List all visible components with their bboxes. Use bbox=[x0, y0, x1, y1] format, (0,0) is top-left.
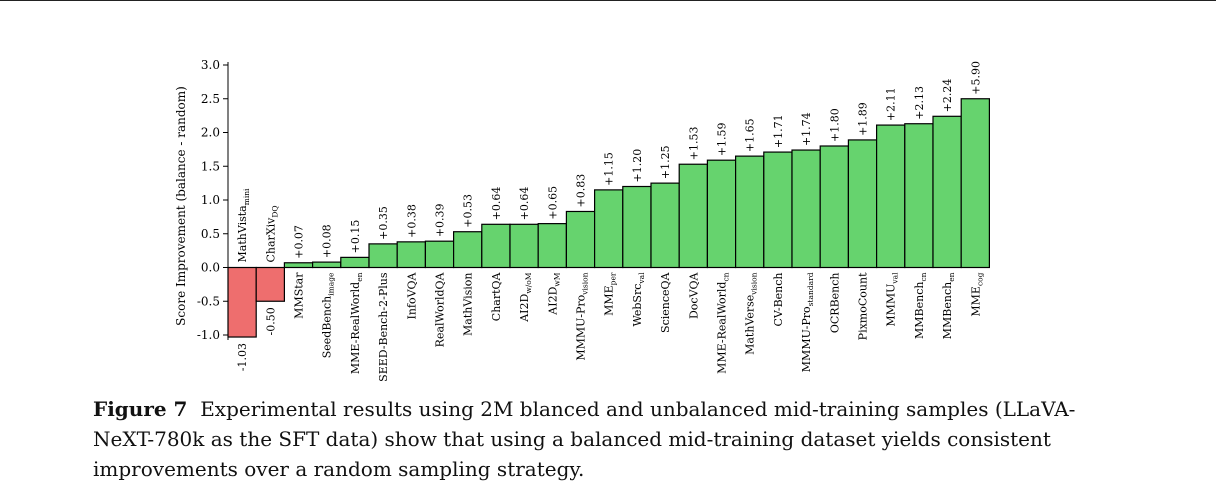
bar bbox=[932, 115, 962, 269]
y-tick-label: 2.5 bbox=[201, 92, 220, 106]
bar-value-label: +1.15 bbox=[603, 152, 616, 186]
bar-value-label: +2.24 bbox=[941, 79, 954, 113]
figure-caption: Figure 7 Experimental results using 2M b… bbox=[93, 394, 1133, 484]
bar bbox=[481, 223, 511, 269]
bar bbox=[255, 266, 286, 302]
bar-category-label: MathVersevision bbox=[744, 272, 759, 355]
bar-category-label: MMMU-Provision bbox=[575, 272, 590, 360]
bar-value-label: +1.80 bbox=[828, 108, 841, 142]
bar-category-label: MME-RealWorldcn bbox=[716, 272, 731, 374]
bar bbox=[283, 262, 314, 269]
bar bbox=[847, 139, 878, 269]
bar-value-label: -0.50 bbox=[264, 307, 277, 335]
bar-value-label: +0.08 bbox=[321, 224, 334, 258]
bar-category-label: CV-Bench bbox=[772, 273, 785, 327]
figure-caption-text: Experimental results using 2M blanced an… bbox=[93, 397, 1076, 481]
y-tick-label: -1.0 bbox=[197, 328, 220, 342]
bar bbox=[622, 185, 652, 269]
bar-value-label: +0.07 bbox=[293, 225, 306, 259]
bar bbox=[509, 223, 539, 269]
bar bbox=[960, 98, 991, 269]
y-tick-label: 1.5 bbox=[201, 159, 220, 173]
bar-category-label: AI2Dw/oM bbox=[518, 272, 533, 323]
bar-value-label: -1.03 bbox=[236, 343, 249, 371]
bar-value-label: +1.65 bbox=[744, 118, 757, 152]
y-tick-label: -0.5 bbox=[197, 294, 220, 308]
bar-value-label: +0.38 bbox=[405, 204, 418, 238]
y-tick-label: 0.5 bbox=[201, 227, 220, 241]
bar bbox=[312, 261, 342, 269]
bar bbox=[763, 151, 793, 269]
bar-value-label: +0.83 bbox=[575, 174, 588, 208]
bar-value-label: +2.11 bbox=[885, 87, 898, 121]
bar-category-label: MMEcog bbox=[969, 272, 984, 316]
bar-category-label: ScienceQA bbox=[659, 271, 672, 332]
y-axis-label: Score Improvement (balance - random) bbox=[174, 86, 188, 326]
bar-value-label: +1.74 bbox=[800, 112, 813, 146]
bar-category-label: MMBenchen bbox=[941, 272, 956, 339]
bar-category-label: MME-RealWorlden bbox=[349, 272, 364, 374]
bar-category-label: WebSrcval bbox=[631, 272, 646, 327]
bar-category-label: MMBenchcn bbox=[913, 272, 928, 339]
top-rule bbox=[0, 0, 1216, 1]
bar-category-label: RealWorldQA bbox=[434, 271, 447, 347]
bar-value-label: +0.64 bbox=[490, 187, 503, 221]
bar bbox=[368, 243, 398, 269]
bar bbox=[650, 182, 680, 269]
y-tick-label: 1.0 bbox=[201, 193, 220, 207]
bar-category-label: AI2DwM bbox=[546, 272, 561, 316]
bar-chart: 3.0 2.5 2.0 1.5 1.0 0.5 0.0 -0.5 -1.0 Score Impro… bbox=[174, 58, 991, 382]
bar-category-label: InfoVQA bbox=[405, 271, 418, 319]
bar bbox=[904, 123, 934, 269]
bar-value-label: +0.35 bbox=[377, 206, 390, 240]
bar-value-label: +1.89 bbox=[857, 102, 870, 136]
bar-value-label: +5.90 bbox=[969, 61, 982, 95]
bar-category-label: MathVision bbox=[462, 273, 475, 336]
bar bbox=[875, 124, 906, 269]
bar-value-label: +0.15 bbox=[349, 220, 362, 254]
bar-value-label: +1.53 bbox=[687, 127, 700, 161]
bar-value-label: +0.64 bbox=[518, 187, 531, 221]
bar-value-label: +0.39 bbox=[434, 203, 447, 237]
bar bbox=[565, 210, 596, 269]
bar-category-label: MMMU-Prostandard bbox=[800, 272, 815, 372]
bar-category-label: MMStar bbox=[293, 272, 306, 319]
bar-category-label: SEED-Bench-2-Plus bbox=[377, 272, 390, 382]
bar-category-label: MathVistamini bbox=[236, 188, 251, 263]
y-tick-label: 2.0 bbox=[201, 126, 220, 140]
bar-category-label: MMMUval bbox=[885, 272, 900, 327]
bar bbox=[424, 240, 455, 269]
bar bbox=[734, 155, 765, 269]
bar bbox=[453, 231, 483, 269]
bar bbox=[678, 163, 709, 269]
bar-category-label: SeedBenchimage bbox=[321, 272, 336, 358]
bar-category-label: PixmoCount bbox=[857, 272, 870, 340]
bar-value-label: +1.59 bbox=[716, 122, 729, 156]
figure-label: Figure 7 bbox=[93, 397, 188, 421]
y-tick-label: 3.0 bbox=[201, 58, 220, 72]
bar-category-label: MMEper bbox=[603, 272, 618, 316]
bar-value-label: +0.53 bbox=[462, 194, 475, 228]
bar bbox=[396, 241, 427, 269]
bar-category-label: CharXivDQ bbox=[264, 205, 279, 262]
bar-value-label: +2.13 bbox=[913, 86, 926, 120]
bar-value-label: +1.25 bbox=[659, 145, 672, 179]
bar-value-label: +1.20 bbox=[631, 149, 644, 183]
bar bbox=[227, 266, 257, 338]
bar bbox=[819, 145, 850, 269]
bar bbox=[706, 159, 737, 269]
bar bbox=[593, 189, 624, 269]
bar bbox=[537, 223, 568, 269]
bar bbox=[791, 149, 821, 269]
bar bbox=[340, 256, 370, 269]
bar-category-label: OCRBench bbox=[828, 273, 841, 334]
bar-value-label: +0.65 bbox=[546, 186, 559, 220]
bar-category-label: ChartQA bbox=[490, 271, 503, 321]
bar-value-label: +1.71 bbox=[772, 114, 785, 148]
bar-category-label: DocVQA bbox=[687, 271, 700, 319]
y-tick-label: 0.0 bbox=[201, 261, 220, 275]
